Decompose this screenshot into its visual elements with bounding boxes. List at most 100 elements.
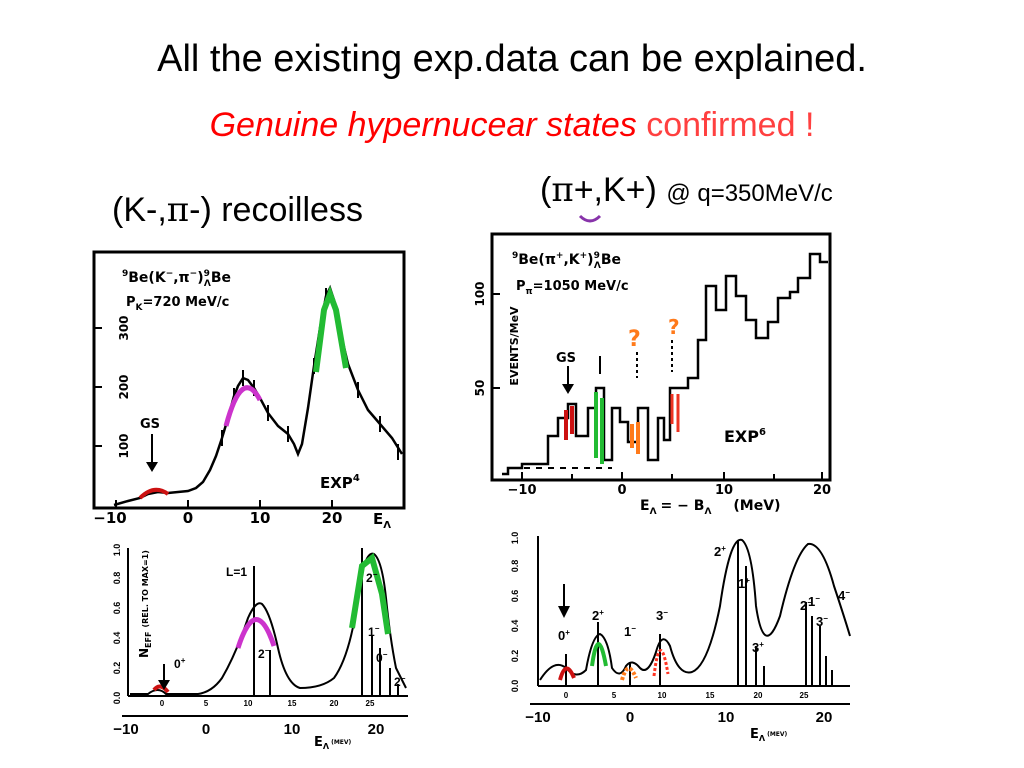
tl-fit-red <box>138 487 170 500</box>
tl-ytick: 100 <box>117 433 131 458</box>
bl-state-2m: 2− <box>258 646 270 661</box>
tr-xtick: 10 <box>715 483 733 498</box>
tr-frame <box>490 232 832 482</box>
tl-frame <box>92 250 406 510</box>
br-state-0p: 0+ <box>558 628 570 643</box>
tr-gs-arrowhead <box>562 384 574 394</box>
tr-xtick: −10 <box>508 483 537 498</box>
bl-gs-arrowhead <box>158 680 170 690</box>
tr-green-bars <box>594 392 604 464</box>
tl-xtick: −10 <box>93 509 126 527</box>
tr-orange-bars <box>630 422 640 454</box>
slide-title: All the existing exp.data can be explain… <box>157 38 867 80</box>
br-state-3m-b: 3− <box>816 614 828 629</box>
br-xtick: 20 <box>816 709 833 726</box>
tr-question-mark-2: ? <box>668 315 680 339</box>
bl-ytick: 0.2 <box>112 662 122 675</box>
subtitle-italic: Genuine hypernucear states <box>209 106 637 144</box>
bl-ytick: 0.4 <box>112 632 122 645</box>
br-ytick: 0.0 <box>510 680 520 693</box>
tr-ytick: 100 <box>473 281 487 306</box>
br-fit-green <box>590 642 608 667</box>
right-reaction-label: (π+,K+) @ q=350MeV/c <box>540 170 833 210</box>
bl-fit-magenta <box>235 617 277 649</box>
bl-ytick: 0.8 <box>112 572 122 585</box>
br-ytick: 0.2 <box>510 650 520 663</box>
br-state-2p-big: 2+ <box>714 544 726 559</box>
tl-exp-label: EXP4 <box>320 473 360 492</box>
panel-bottom-left: 0.0 0.2 0.4 0.6 0.8 1.0 NEFF(REL. TO MAX… <box>112 544 408 751</box>
br-ytick: 0.8 <box>510 560 520 573</box>
br-state-3p: 3+ <box>752 640 764 655</box>
tr-xtick: 0 <box>617 483 626 498</box>
panel-bottom-right: 0.0 0.2 0.4 0.6 0.8 1.0 0 5 10 15 20 25 … <box>510 532 851 743</box>
br-fit-red <box>558 666 576 681</box>
br-xtick-small: 5 <box>612 691 617 700</box>
bl-state-1m: 1− <box>368 624 380 639</box>
bl-xtick-small: 5 <box>204 699 209 708</box>
right-label-pi: π <box>551 170 574 210</box>
slide-subtitle: Genuine hypernucear states confirmed ! <box>0 106 1024 145</box>
br-state-1p: 1+ <box>738 576 750 591</box>
left-label-post: -) recoilless <box>189 191 363 229</box>
bl-ytick: 0.6 <box>112 602 122 615</box>
bl-xtick-small: 0 <box>160 699 165 708</box>
tl-gs-label: GS <box>140 417 160 432</box>
tr-xlabel: EΛ = − BΛ (MeV) <box>640 498 780 517</box>
tl-ytick: 200 <box>117 374 131 399</box>
tr-reaction: 9Be(π+,K+)9 ΛBe <box>512 251 621 271</box>
tr-question-mark-1: ? <box>628 327 641 352</box>
br-xlabel: EΛ (MEV) <box>750 727 788 743</box>
bl-curve <box>130 552 407 695</box>
tr-gs-label: GS <box>556 351 576 366</box>
bl-fit-red <box>152 684 170 694</box>
br-sticks <box>565 540 833 686</box>
br-xtick: 0 <box>626 709 634 726</box>
tr-histogram <box>502 252 828 476</box>
right-label-mid: +,K+) <box>573 171 657 209</box>
tr-momentum: Pπ=1050 MeV/c <box>516 279 629 297</box>
tl-gs-arrowhead <box>146 462 158 472</box>
tr-ytick: 50 <box>473 380 487 397</box>
br-xtick-small: 10 <box>658 691 667 700</box>
bl-label-l1: L=1 <box>226 565 247 579</box>
bl-ytick: 0.0 <box>112 692 122 705</box>
subtitle-plain: confirmed ! <box>646 106 815 144</box>
tr-exp-label: EXP6 <box>724 427 766 446</box>
bl-xtick: −10 <box>113 721 138 738</box>
bl-state-0p: 0+ <box>174 656 186 671</box>
tl-xtick: 0 <box>183 509 193 527</box>
tl-fit-magenta <box>223 385 263 427</box>
br-xtick: 10 <box>718 709 735 726</box>
tl-xtick: 10 <box>250 509 271 527</box>
br-xtick-small: 20 <box>754 691 763 700</box>
br-state-2m: 2− <box>800 598 812 613</box>
left-label-pre: (K-, <box>112 191 167 229</box>
tl-reaction: 9Be(K−,π−)9 ΛBe <box>122 269 231 289</box>
tr-red-bars-2 <box>670 394 680 432</box>
br-state-3m: 3− <box>656 608 668 623</box>
br-ytick: 0.6 <box>510 590 520 603</box>
tl-error-bars <box>221 288 399 460</box>
tr-xtick: 20 <box>813 483 831 498</box>
br-ytick: 0.4 <box>510 620 520 633</box>
bl-state-2m-c: 2− <box>394 674 406 689</box>
br-xtick: −10 <box>525 709 550 726</box>
br-state-1m-b: 1− <box>808 594 820 609</box>
bl-ylabel: NEFF(REL. TO MAX=1) <box>137 550 153 658</box>
bl-ytick: 1.0 <box>112 544 122 557</box>
br-fit-red-dashed <box>652 649 670 677</box>
left-label-pi: π <box>166 190 190 230</box>
br-xtick-small: 0 <box>564 691 569 700</box>
bl-xtick-small: 15 <box>288 699 297 708</box>
left-reaction-label: (K-,π-) recoilless <box>112 190 363 230</box>
bl-xtick: 0 <box>202 721 210 738</box>
panel-top-right: 50 100 EVENTS/MeV −10 0 10 20 EΛ = − BΛ (M… <box>473 232 832 517</box>
right-label-note: @ q=350MeV/c <box>666 180 833 207</box>
bl-state-2m-b: 2− <box>366 570 378 585</box>
panel-top-left: 100 200 300 −10 0 10 20 EΛ 9Be(K−,π−)9 ΛB… <box>92 250 406 531</box>
bl-xtick: 20 <box>368 721 385 738</box>
bl-state-0m: 0− <box>376 650 388 665</box>
right-label-open: ( <box>540 171 552 209</box>
decorative-arc <box>578 214 602 223</box>
